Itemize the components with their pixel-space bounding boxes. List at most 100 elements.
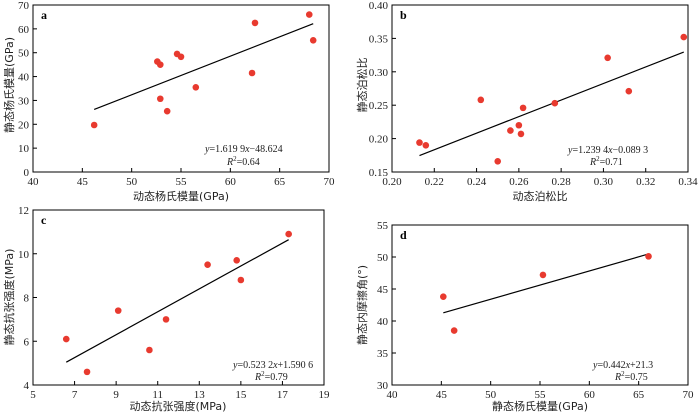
x-tick-label: 5: [30, 389, 36, 401]
panel-letter: a: [41, 8, 47, 22]
x-tick-label: 65: [274, 176, 286, 188]
x-tick-label: 11: [152, 389, 163, 401]
x-tick-label: 0.34: [678, 176, 698, 188]
panel-c: 5 7 9 11 13 15 17 19 4 6 8 10 12 动态抗张强度(MPa) 静态抗张强度(MP…: [2, 205, 330, 413]
y-tick-label: 20: [18, 119, 30, 131]
panel-letter: c: [41, 213, 47, 227]
data-point: [251, 19, 259, 27]
y-tick-label: 30: [18, 95, 30, 107]
data-point: [625, 87, 633, 95]
data-point: [416, 139, 423, 146]
data-point: [156, 95, 164, 103]
r-squared: R2=0.71: [589, 155, 623, 168]
x-tick-label: 0.28: [552, 176, 572, 188]
x-tick-label: 7: [72, 389, 78, 401]
y-axis-label: 静态泊松比: [355, 58, 369, 113]
panel-letter: d: [400, 228, 407, 242]
r-squared: R2=0.64: [226, 155, 260, 168]
x-tick-label: 40: [387, 389, 399, 401]
y-tick-label: 0: [24, 167, 30, 179]
x-tick-label: 60: [225, 176, 237, 188]
data-point: [440, 293, 447, 300]
x-tick-label: 50: [485, 389, 497, 401]
data-point: [62, 335, 70, 343]
y-tick-label: 55: [377, 220, 389, 232]
data-point: [604, 54, 611, 62]
plot-frame: [32, 209, 325, 386]
y-tick-label: 0.25: [369, 100, 389, 112]
x-tick-label: 45: [77, 176, 89, 188]
fit-line: [93, 23, 314, 111]
x-tick-label: 17: [277, 389, 289, 401]
data-point: [237, 276, 245, 284]
data-point: [204, 261, 211, 268]
data-point: [539, 271, 547, 279]
data-point: [551, 99, 559, 107]
data-point: [507, 127, 514, 134]
x-tick-label: 0.26: [509, 176, 529, 188]
data-point: [309, 37, 317, 44]
x-tick-label: 55: [535, 389, 547, 401]
y-tick-label: 30: [377, 380, 389, 392]
y-axis-label: 静态内摩擦角(°): [355, 265, 369, 345]
x-tick-label: 0.22: [425, 176, 444, 188]
fit-line: [443, 253, 649, 314]
y-tick-label: 0.20: [369, 134, 389, 146]
data-point: [163, 107, 171, 115]
y-axis-label: 静态杨氏模量(GPa): [2, 37, 16, 133]
data-point: [162, 316, 170, 323]
fit-equation: y=1.619 9x−48.624: [204, 144, 283, 155]
panel-d: 40 45 50 55 60 65 70303540455055静态杨氏模量(GPa)静态内…: [355, 220, 694, 413]
y-tick-label: 70: [18, 0, 30, 12]
data-point: [233, 257, 240, 264]
data-point: [114, 307, 122, 314]
plot-frame: [32, 4, 330, 173]
x-tick-label: 60: [584, 389, 596, 401]
data-point: [305, 11, 313, 18]
x-tick-label: 50: [126, 176, 138, 188]
y-axis-label: 静态抗张强度(MPa): [2, 249, 16, 346]
y-tick-label: 45: [377, 284, 389, 296]
x-tick-label: 13: [194, 389, 206, 401]
fit-line: [65, 239, 289, 363]
y-tick-label: 12: [18, 205, 29, 217]
x-axis-label: 静态杨氏模量(GPa): [492, 399, 588, 413]
y-tick-label: 8: [24, 293, 30, 305]
y-tick-label: 10: [18, 249, 30, 261]
x-tick-label: 0.24: [467, 176, 487, 188]
x-tick-label: 19: [319, 389, 331, 401]
y-tick-label: 50: [18, 48, 30, 60]
fit-equation: y=1.239 4x−0.089 3: [567, 145, 648, 156]
data-point: [517, 130, 525, 138]
y-tick-label: 0.30: [369, 67, 389, 79]
r-squared: R2=0.75: [614, 370, 648, 383]
data-point: [680, 33, 688, 41]
data-point: [519, 104, 527, 112]
y-tick-label: 6: [24, 336, 30, 348]
data-point: [177, 53, 185, 61]
x-tick-label: 70: [683, 389, 695, 401]
x-tick-label: 0.32: [636, 176, 655, 188]
y-tick-label: 60: [18, 24, 30, 36]
x-tick-label: 9: [113, 389, 119, 401]
data-point: [90, 121, 98, 129]
data-point: [494, 158, 502, 165]
x-axis-label: 动态杨氏模量(GPa): [133, 189, 229, 203]
x-tick-label: 0.30: [594, 176, 614, 188]
fit-equation: y=0.523 2x+1.590 6: [232, 360, 313, 371]
data-point: [285, 230, 292, 238]
x-axis-label: 动态泊松比: [513, 189, 568, 203]
x-tick-label: 40: [28, 176, 40, 188]
data-point: [156, 61, 164, 68]
data-point: [192, 84, 200, 91]
r-squared: R2=0.79: [254, 370, 288, 383]
data-point: [645, 253, 652, 260]
data-point: [515, 121, 523, 129]
fit-equation: y=0.442x+21.3: [592, 360, 653, 371]
data-point: [477, 96, 485, 104]
y-tick-label: 40: [18, 72, 30, 84]
x-tick-label: 15: [235, 389, 247, 401]
x-tick-label: 55: [176, 176, 188, 188]
x-axis-label: 动态抗张强度(MPa): [130, 399, 227, 413]
